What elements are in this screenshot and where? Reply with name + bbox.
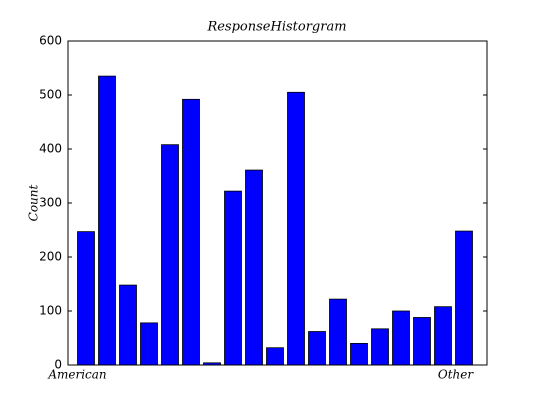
bar xyxy=(413,317,431,366)
y-tick-label: 300 xyxy=(39,196,62,210)
y-axis-label: Count xyxy=(27,184,41,221)
bar xyxy=(266,347,284,366)
y-tick-label: 100 xyxy=(39,304,62,318)
y-tick-label: 600 xyxy=(39,34,62,48)
x-tick-label: Other xyxy=(438,368,474,382)
bar xyxy=(182,98,200,366)
bar xyxy=(98,75,116,366)
y-tick-label: 200 xyxy=(39,250,62,264)
y-tick-label: 500 xyxy=(39,88,62,102)
bar xyxy=(455,230,473,366)
x-tick-label: American xyxy=(47,368,106,382)
y-tick-label: 400 xyxy=(39,142,62,156)
bar xyxy=(119,284,137,366)
bar xyxy=(224,190,242,366)
y-tick-label: 0 xyxy=(54,358,62,372)
bar xyxy=(77,231,95,366)
plot-frame xyxy=(67,40,488,366)
bar xyxy=(329,298,347,366)
bar xyxy=(308,331,326,366)
bar xyxy=(161,144,179,366)
bar xyxy=(287,91,305,366)
bar xyxy=(371,328,389,366)
bar xyxy=(245,169,263,366)
bar xyxy=(434,306,452,366)
bar xyxy=(140,322,158,366)
chart-title: ResponseHistorgram xyxy=(206,20,346,35)
bar xyxy=(392,310,410,366)
bar xyxy=(350,342,368,366)
